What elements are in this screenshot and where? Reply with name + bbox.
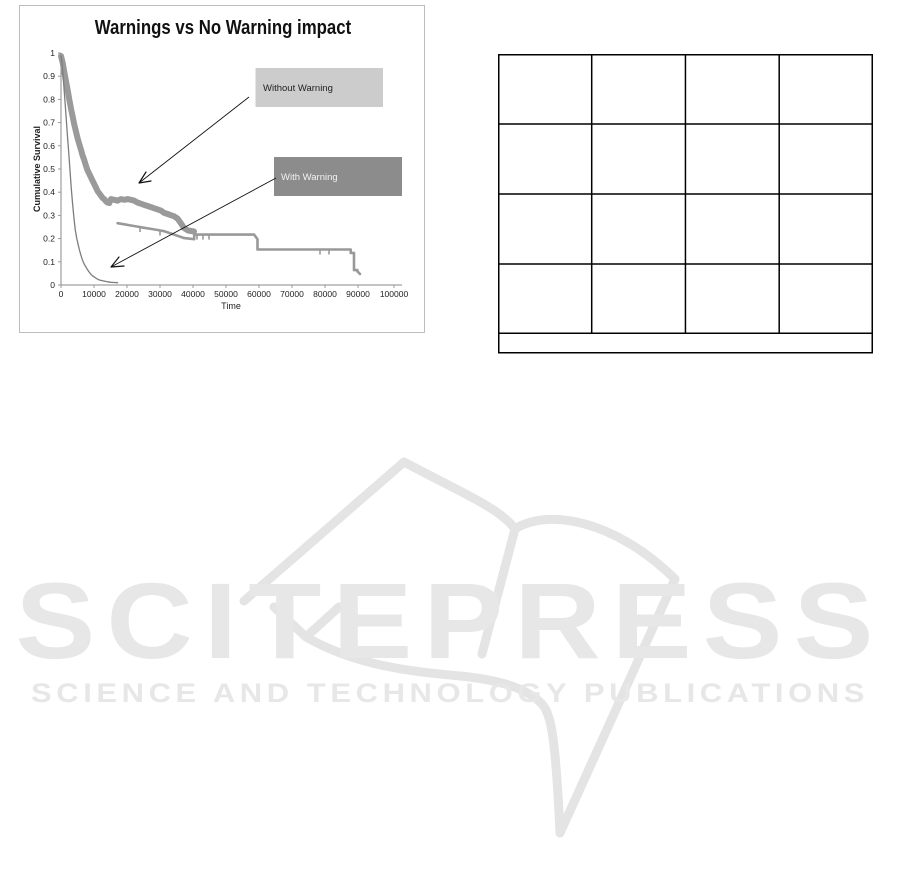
svg-text:60000: 60000	[247, 289, 271, 299]
svg-text:90000: 90000	[346, 289, 370, 299]
svg-text:With Warning: With Warning	[281, 172, 338, 183]
svg-text:70000: 70000	[280, 289, 304, 299]
svg-text:0.9: 0.9	[43, 71, 55, 81]
svg-text:0.5: 0.5	[43, 164, 55, 174]
svg-text:Time: Time	[221, 301, 241, 311]
svg-text:0.2: 0.2	[43, 234, 55, 244]
svg-text:SCITEPRESS: SCITEPRESS	[16, 560, 885, 681]
svg-text:40000: 40000	[181, 289, 205, 299]
svg-text:0.6: 0.6	[43, 141, 55, 151]
svg-text:100000: 100000	[380, 289, 409, 299]
svg-text:0.7: 0.7	[43, 118, 55, 128]
svg-text:Cumulative Survival: Cumulative Survival	[32, 126, 42, 212]
svg-text:10000: 10000	[82, 289, 106, 299]
svg-text:0: 0	[50, 280, 55, 290]
svg-text:20000: 20000	[115, 289, 139, 299]
svg-text:1: 1	[50, 48, 55, 58]
svg-text:0.1: 0.1	[43, 257, 55, 267]
svg-text:0: 0	[59, 289, 64, 299]
svg-text:80000: 80000	[313, 289, 337, 299]
svg-text:0.4: 0.4	[43, 187, 55, 197]
svg-text:SCIENCE AND TECHNOLOGY PUBLICA: SCIENCE AND TECHNOLOGY PUBLICATIONS	[31, 678, 869, 708]
svg-text:50000: 50000	[214, 289, 238, 299]
svg-text:0.3: 0.3	[43, 210, 55, 220]
svg-text:0.8: 0.8	[43, 94, 55, 104]
svg-text:Without Warning: Without Warning	[263, 83, 333, 94]
svg-text:30000: 30000	[148, 289, 172, 299]
